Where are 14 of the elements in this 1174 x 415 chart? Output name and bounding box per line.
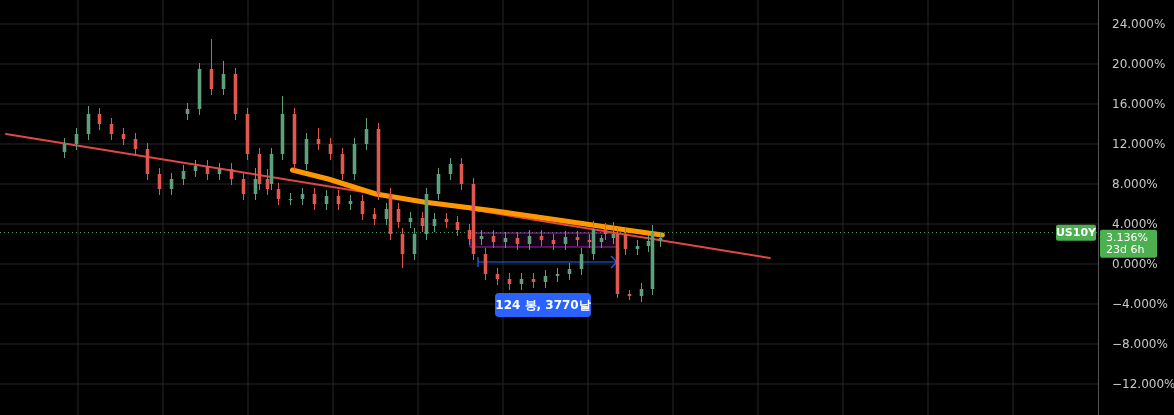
y-tick-label: 12.000% <box>1112 136 1166 151</box>
annotation: 124 봉, 3770날 <box>495 297 591 312</box>
y-tick-label: 20.000% <box>1112 56 1166 71</box>
y-tick-label: 16.000% <box>1112 96 1166 111</box>
y-tick-label: 8.000% <box>1112 176 1158 191</box>
y-tick-label: −12.000% <box>1112 376 1174 391</box>
y-tick-label: 24.000% <box>1112 16 1166 31</box>
text: 3.136% <box>1106 230 1148 244</box>
y-tick-label: −4.000% <box>1112 296 1168 311</box>
y-tick-label: −8.000% <box>1112 336 1168 351</box>
text: 23d 6h <box>1106 242 1145 256</box>
ref-line-label: US10Y <box>1055 225 1098 239</box>
y-tick-label: 0.000% <box>1112 256 1158 271</box>
y-tick-label: 4.000% <box>1112 216 1158 231</box>
